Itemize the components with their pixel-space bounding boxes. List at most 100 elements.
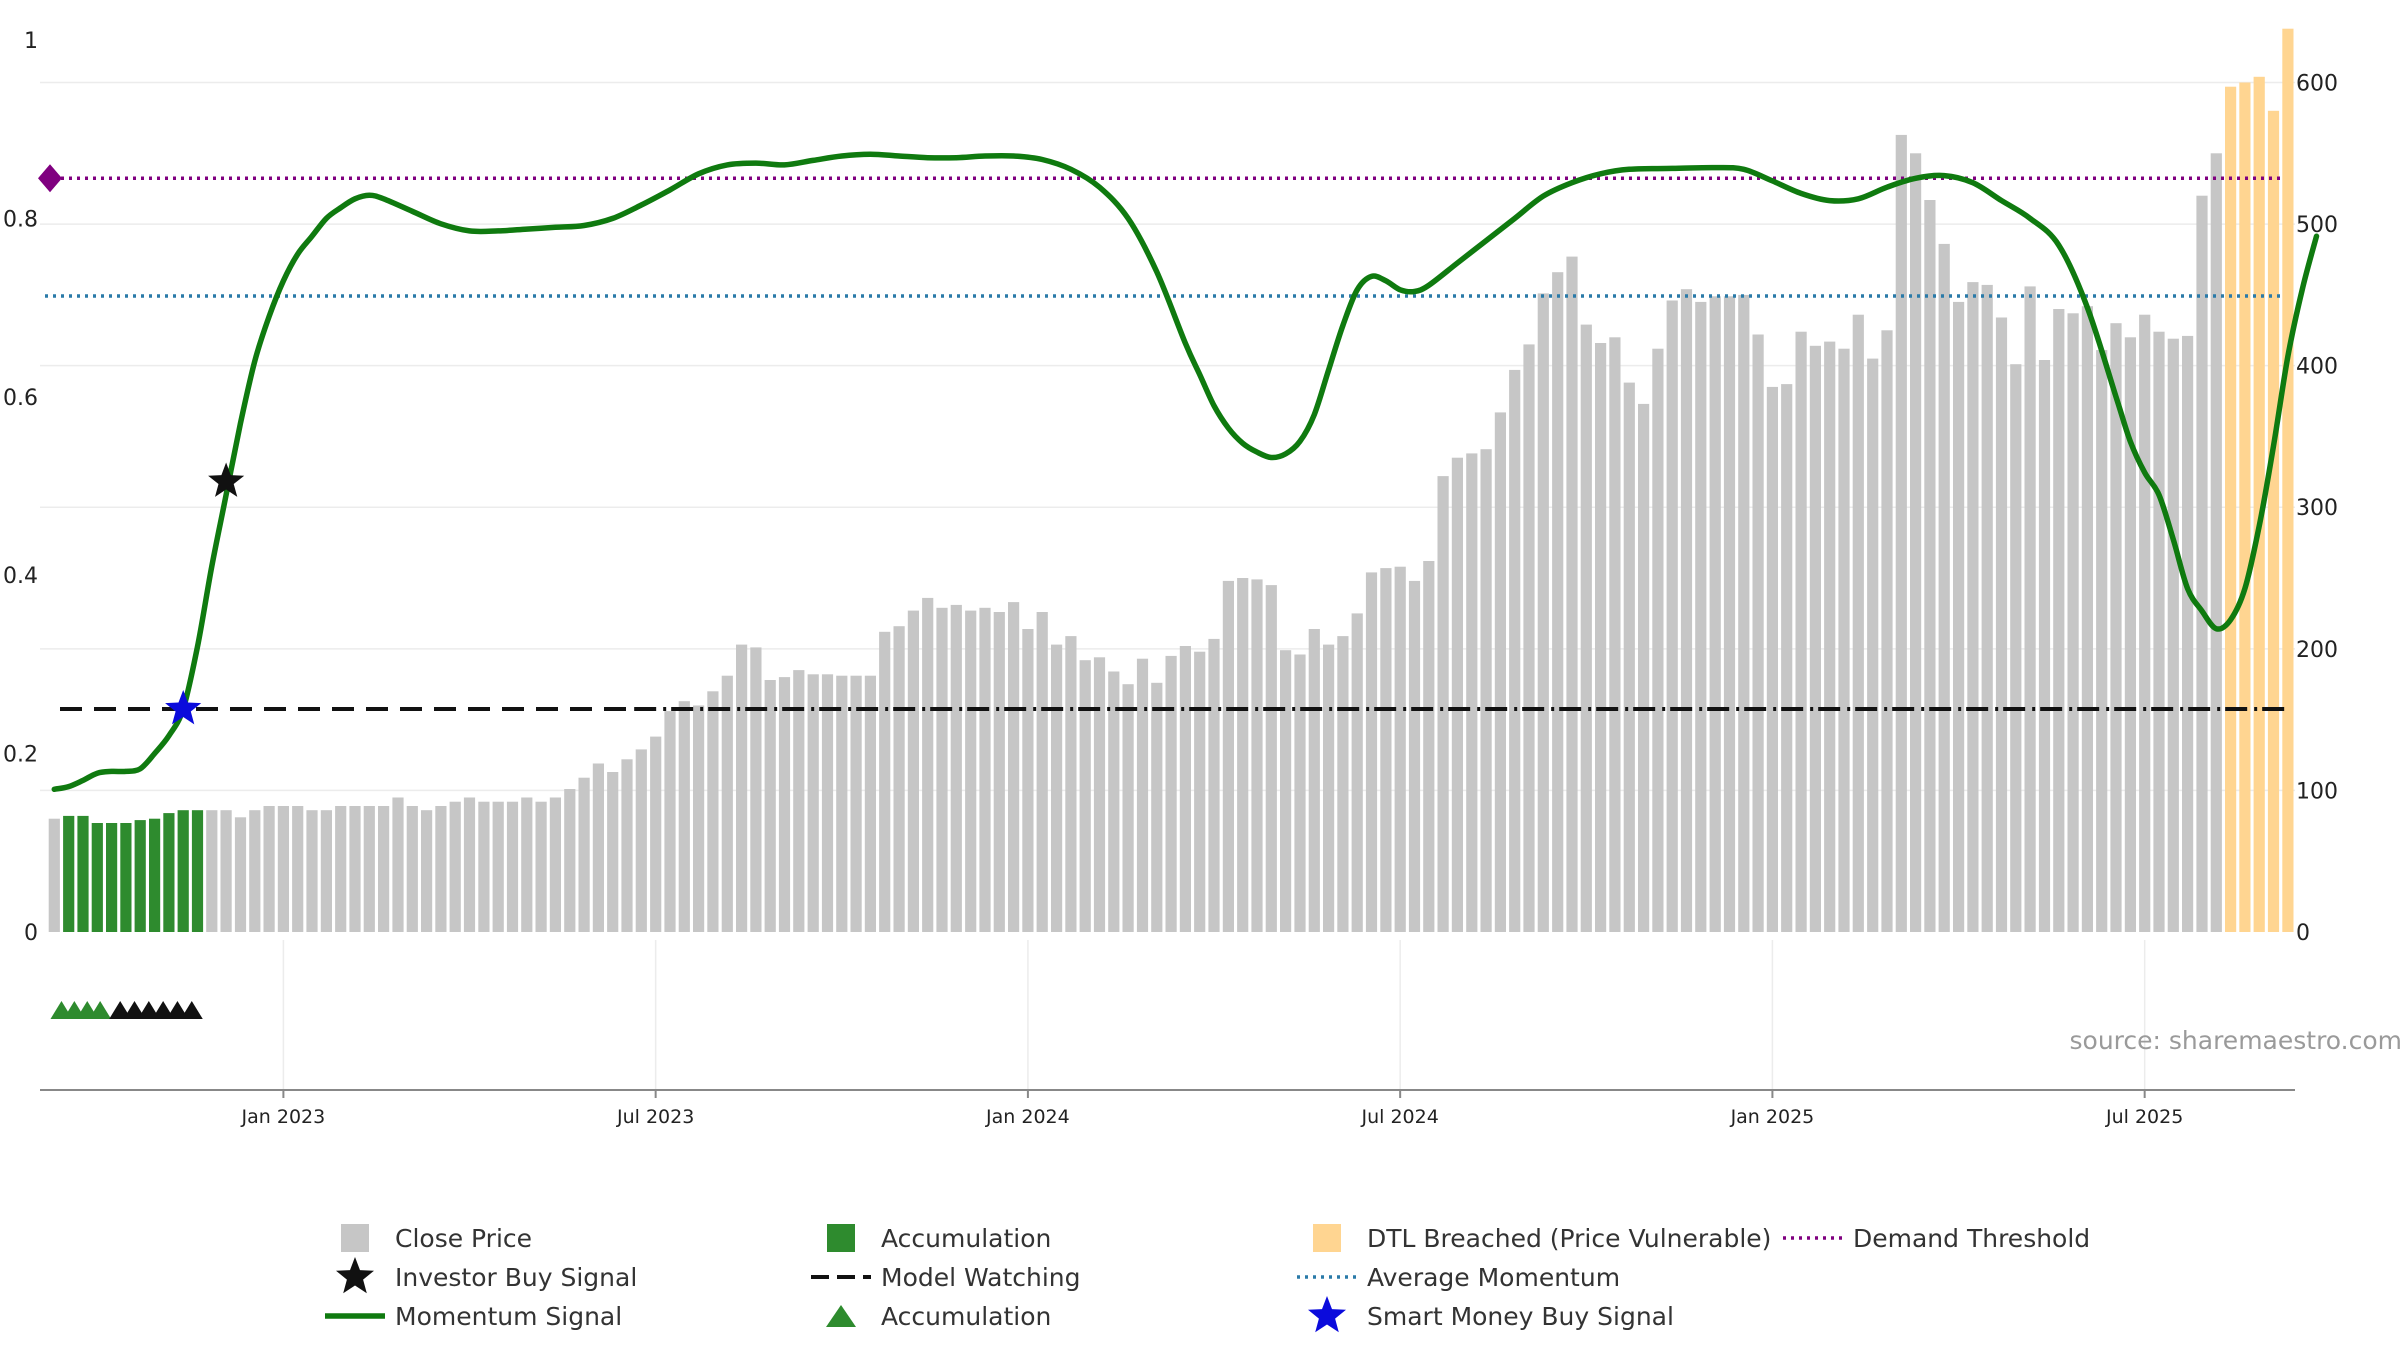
close-price-bar [1423, 561, 1435, 932]
legend-label: Demand Threshold [1853, 1224, 2090, 1253]
close-price-bar [277, 806, 289, 932]
close-price-bar [1709, 296, 1721, 932]
close-price-bar [306, 810, 318, 932]
close-price-bar [1179, 646, 1191, 932]
accumulation-bar [163, 813, 175, 932]
close-price-bar [335, 806, 347, 932]
close-price-bar [793, 670, 805, 932]
close-price-bar [549, 797, 561, 932]
accumulation-bar [120, 823, 132, 932]
close-price-bar [678, 701, 690, 932]
legend-label: Model Watching [881, 1263, 1081, 1292]
legend-label: Momentum Signal [395, 1302, 622, 1331]
close-price-bar [1323, 644, 1335, 932]
close-price-bar [478, 801, 490, 932]
close-price-bar [1981, 284, 1993, 932]
close-price-bar [2024, 286, 2036, 932]
legend-label: Accumulation [881, 1224, 1051, 1253]
close-price-bar [1093, 657, 1106, 932]
legend-item-model-watching: Model Watching [811, 1263, 1081, 1292]
close-price-bar [1408, 580, 1421, 932]
dtl-breached-bar [2267, 110, 2280, 933]
close-price-bar [206, 810, 218, 932]
close-price-bar [1795, 331, 1807, 932]
close-price-bar [1824, 341, 1836, 933]
momentum-signal-line [51, 151, 2320, 793]
legend-label: Smart Money Buy Signal [1367, 1302, 1674, 1331]
close-price-bar [1108, 671, 1120, 932]
close-price-bar [1036, 612, 1048, 932]
close-price-bar [1809, 345, 1821, 932]
close-price-bar [249, 810, 261, 932]
close-price-bar [1738, 294, 1750, 932]
close-price-bar [564, 789, 576, 932]
close-price-bar [435, 806, 447, 932]
close-price-bar [2053, 309, 2065, 932]
left-y-tick-label: 0.8 [3, 207, 38, 232]
close-price-bar [907, 610, 919, 932]
close-price-bar [778, 677, 791, 932]
close-price-bar [993, 612, 1005, 932]
legend-item-close-price: Close Price [341, 1224, 532, 1253]
close-price-bar [2110, 323, 2122, 932]
close-price-bar [1566, 256, 1578, 933]
close-price-bar [2196, 195, 2208, 932]
close-price-bar [2124, 337, 2136, 932]
x-tick-label: Jan 2025 [1730, 1106, 1815, 1128]
close-price-bar [1480, 449, 1492, 932]
close-price-bar [2167, 338, 2179, 932]
close-price-bar [1294, 654, 1306, 932]
close-price-bar [320, 810, 332, 932]
left-y-tick-label: 0.6 [3, 386, 38, 411]
close-price-bar [1165, 655, 1177, 932]
close-price-bar [1638, 403, 1650, 932]
close-price-bar [707, 691, 719, 932]
x-tick-label: Jan 2024 [985, 1106, 1070, 1128]
close-price-bar [821, 674, 834, 932]
momentum-layer [51, 151, 2320, 793]
close-price-bar [2153, 331, 2165, 932]
close-price-bar [1580, 324, 1592, 933]
close-price-bar [1652, 348, 1664, 932]
smart-money-star-icon [1308, 1296, 1346, 1333]
close-price-bar [1494, 412, 1506, 932]
accumulation-bar [134, 820, 146, 932]
accumulation-bar [149, 818, 161, 932]
x-tick-label: Jan 2023 [241, 1106, 326, 1128]
close-price-bar [864, 675, 876, 932]
close-price-bar [1852, 314, 1864, 932]
legend-item-average-momentum: Average Momentum [1297, 1263, 1620, 1292]
close-price-bar [1008, 602, 1020, 932]
close-price-bar [893, 626, 905, 932]
close-price-bar [1666, 300, 1678, 932]
close-price-bar [292, 806, 304, 932]
right-y-tick-label: 100 [2296, 779, 2338, 804]
demand-threshold-marker [38, 164, 62, 193]
close-price-bar [1365, 572, 1378, 932]
right-y-tick-label: 600 [2296, 71, 2338, 96]
close-price-bar [2010, 364, 2022, 932]
left-y-tick-label: 0.4 [3, 564, 38, 589]
close-price-bar [635, 749, 647, 932]
close-price-bar [406, 806, 418, 932]
close-price-bar [1122, 684, 1134, 932]
close-price-bar [1437, 476, 1449, 932]
close-price-bar [2182, 335, 2194, 932]
close-price-bar [263, 806, 275, 932]
close-price-bar [1895, 134, 1907, 932]
legend-label: Accumulation [881, 1302, 1051, 1331]
close-price-bar [1680, 289, 1693, 932]
dtl-breached-bar [2225, 86, 2237, 932]
close-price-bar [1222, 580, 1234, 932]
close-price-bar [1910, 153, 1922, 933]
close-price-bar [1380, 568, 1392, 932]
close-price-bar [1695, 301, 1707, 932]
close-price-bar [392, 797, 404, 932]
legend-item-dtl: DTL Breached (Price Vulnerable) [1313, 1224, 1771, 1253]
legend-item-investor-buy: Investor Buy Signal [336, 1257, 637, 1294]
close-price-bar [764, 680, 776, 932]
investor-buy-signal-star [208, 462, 245, 497]
legend-item-demand-threshold: Demand Threshold [1783, 1224, 2090, 1253]
close-price-bar [850, 675, 862, 932]
close-price-bar [449, 801, 461, 932]
